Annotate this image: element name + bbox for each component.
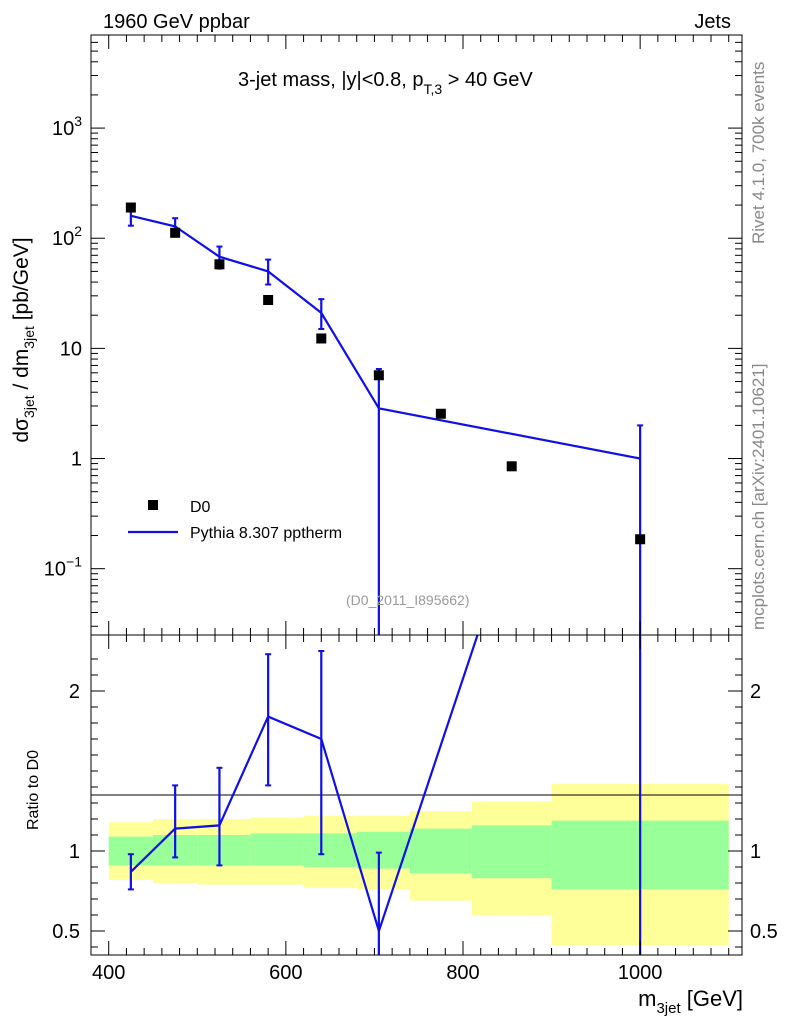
axis-ticks [91,34,742,955]
x-axis-label: m3jet [GeV] [638,986,743,1017]
upper-frame [90,34,743,636]
band-inner-7 [471,825,552,879]
upper-mc-line [130,214,641,460]
header-right: Jets [694,11,731,33]
band-inner-2 [197,835,251,866]
ratio-y-tick-labels: 0.5 0.5 1 1 2 2 [52,681,778,943]
upper-y-tick-labels: 10−1 1 10 102 103 [44,113,82,581]
upper-y-tick-label-3: 102 [52,223,82,250]
x-tick-label-1: 600 [269,962,302,984]
x-tick-label-0: 400 [92,962,125,984]
upper-y-tick-label-4: 103 [52,113,82,140]
ratio-y-axis-label: Ratio to D0 [25,750,42,830]
band-inner-3 [250,833,304,866]
ratio-mc-series [127,635,642,955]
data-point-8 [635,534,646,545]
rivet-label: Rivet 4.1.0, 700k events [749,61,768,244]
data-point-1 [170,227,181,238]
ratio-y-tick-label-right-2: 2 [750,681,761,703]
band-inner-4 [303,833,357,867]
ratio-y-tick-label-right-1: 1 [750,841,761,863]
upper-y-tick-label-0: 10−1 [44,554,82,581]
header-left: 1960 GeV ppbar [103,11,250,33]
data-point-6 [435,408,446,419]
x-tick-labels: 400 600 800 1000 [92,962,662,984]
ratio-y-tick-label-right-0: 0.5 [750,921,778,943]
ratio-frame [90,634,743,956]
ratio-y-tick-label-left-1: 1 [69,841,80,863]
legend-mc-label: Pythia 8.307 pptherm [190,525,342,542]
data-point-3 [263,294,274,305]
mcplots-label: mcplots.cern.ch [arXiv:2401.10621] [749,363,768,630]
data-point-2 [214,259,225,270]
band-inner-6 [409,828,472,874]
data-point-5 [373,370,384,381]
upper-y-tick-label-1: 1 [71,449,82,471]
upper-y-axis-label: dσ3jet / dm3jet [pb/GeV] [10,237,37,442]
x-tick-label-3: 1000 [618,962,663,984]
ratio-y-tick-label-left-2: 2 [69,681,80,703]
ratio-y-tick-label-left-0: 0.5 [52,921,80,943]
legend-data-label: D0 [190,499,211,516]
legend: D0 Pythia 8.307 pptherm [128,499,342,542]
upper-mc-series [127,205,644,635]
upper-data-series [125,202,646,545]
plot-title: 3-jet mass, |y|<0.8, pT,3 > 40 GeV [238,69,533,97]
data-point-7 [506,461,517,472]
legend-data-marker [148,500,158,510]
upper-y-tick-label-2: 10 [60,338,82,360]
x-tick-label-2: 800 [446,962,479,984]
data-point-4 [316,333,327,344]
data-point-0 [125,202,136,213]
analysis-id: (D0_2011_I895662) [346,592,470,608]
